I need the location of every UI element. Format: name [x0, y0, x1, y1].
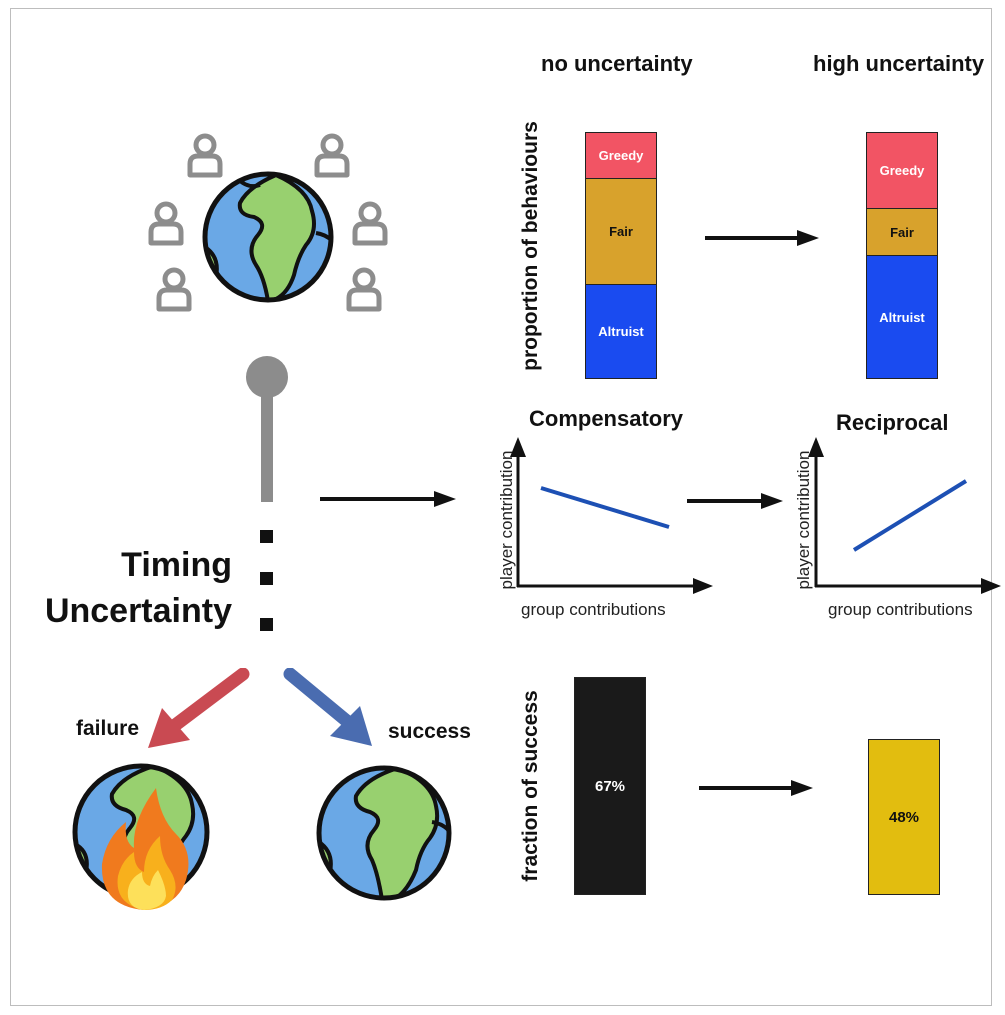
safe-earth-illustration: [316, 765, 452, 901]
segment-greedy: Greedy: [585, 132, 657, 179]
timeline-dot: [260, 530, 273, 543]
earth-icon: [316, 765, 452, 901]
earth-icon: [202, 171, 334, 303]
timing-uncertainty-label: Timing Uncertainty: [20, 542, 232, 634]
success-ylabel: fraction of success: [519, 690, 542, 882]
arrow-icon: [687, 493, 783, 509]
segment-altruist: Altruist: [866, 256, 938, 379]
segment-fair: Fair: [585, 179, 657, 285]
failure-label: failure: [76, 717, 140, 740]
timeline-fuse: [246, 356, 288, 631]
header-no-uncertainty: no uncertainty: [541, 51, 693, 76]
behaviour-ylabel: proportion of behaviours: [519, 121, 542, 371]
segment-greedy: Greedy: [866, 132, 938, 209]
timeline-bar: [261, 390, 273, 502]
success-value-high-uncertainty: 48%: [888, 808, 920, 826]
title-line-2: Uncertainty: [44, 592, 232, 630]
failure-arrow-icon: [148, 668, 250, 748]
arrow-icon: [705, 230, 819, 246]
reciprocal-xlabel: group contributions: [828, 600, 973, 619]
title-line-1: Timing: [121, 546, 232, 584]
trend-line-decreasing: [540, 486, 670, 529]
compensatory-plot: [510, 437, 713, 594]
person-icon: [349, 270, 379, 309]
strategy-title-compensatory: Compensatory: [529, 406, 684, 431]
reciprocal-ylabel: player contribution: [794, 450, 813, 590]
burning-earth-illustration: [72, 763, 210, 910]
x-axis-arrowhead: [981, 578, 1001, 594]
segment-altruist: Altruist: [585, 285, 657, 379]
figure-frame: [10, 8, 992, 1006]
trend-line-increasing: [852, 479, 968, 552]
y-axis-arrowhead: [808, 437, 824, 457]
segment-fair: Fair: [866, 209, 938, 256]
person-icon: [317, 136, 347, 175]
stacked-bar-no-uncertainty: Greedy Fair Altruist: [585, 132, 657, 379]
stacked-bar-high-uncertainty: Greedy Fair Altruist: [866, 132, 938, 379]
timeline-dot: [260, 572, 273, 585]
people-around-earth-illustration: [140, 120, 410, 330]
person-icon: [355, 204, 385, 243]
header-high-uncertainty: high uncertainty: [813, 51, 985, 76]
success-value-no-uncertainty: 67%: [594, 777, 626, 795]
compensatory-ylabel: player contribution: [497, 450, 516, 590]
timer-knob-icon: [246, 356, 288, 398]
timeline-dot: [260, 618, 273, 631]
reciprocal-plot: [808, 437, 1001, 594]
success-label: success: [388, 720, 471, 743]
outcome-arrows: [148, 668, 372, 748]
x-axis-arrowhead: [693, 578, 713, 594]
fire-icon: [101, 788, 189, 910]
strategy-title-reciprocal: Reciprocal: [836, 410, 949, 435]
arrow-icon: [699, 780, 813, 796]
compensatory-xlabel: group contributions: [521, 600, 666, 619]
success-bar-no-uncertainty: 67%: [574, 677, 646, 895]
success-arrow-icon: [283, 668, 372, 746]
y-axis-arrowhead: [510, 437, 526, 457]
arrow-icon: [320, 491, 456, 507]
person-icon: [151, 204, 181, 243]
success-bar-high-uncertainty: 48%: [868, 739, 940, 895]
person-icon: [190, 136, 220, 175]
person-icon: [159, 270, 189, 309]
